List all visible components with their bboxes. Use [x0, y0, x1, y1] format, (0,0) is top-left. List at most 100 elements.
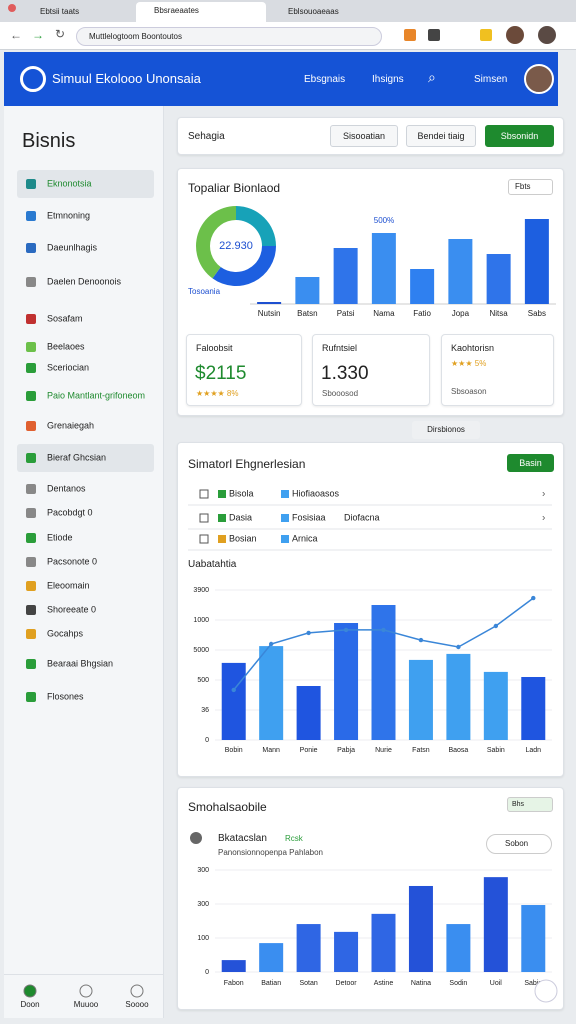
toolbar-button[interactable]: Sisooatian [330, 125, 398, 147]
nav-item-bg[interactable] [17, 444, 154, 472]
x-tick-label: Jopa [452, 309, 470, 318]
stat-title: Faloobsit [196, 343, 233, 353]
help-button[interactable] [534, 979, 558, 1003]
bar [483, 671, 508, 740]
tab[interactable]: Ebtsii taats [40, 7, 80, 16]
y-tick-label: 1000 [193, 617, 209, 624]
annotation: 500% [374, 216, 394, 225]
line-point [306, 630, 311, 636]
back-button[interactable]: ← [10, 28, 22, 42]
reload-button[interactable]: ↻ [55, 27, 66, 41]
nav-icon [26, 557, 36, 567]
y-tick-label: 0 [205, 737, 209, 744]
bottom-nav-label: Doon [20, 1000, 39, 1009]
url-field[interactable]: Muttlelogtoom Boontoutos [76, 27, 382, 46]
nav-item: Beelaoes [47, 341, 85, 351]
line-point [231, 687, 236, 693]
x-tick-label: Astine [374, 980, 394, 987]
line-point [381, 627, 386, 633]
bar [334, 931, 359, 972]
x-tick-label: Fatio [413, 309, 431, 318]
profile-avatar[interactable] [538, 26, 556, 44]
subtitle: Bkatacslan [218, 833, 267, 844]
row-text: Hiofiaoasos [292, 488, 340, 498]
nav-icon [26, 629, 36, 639]
nav-icon [26, 243, 36, 253]
legend-swatch [218, 490, 226, 498]
y-tick-label: 300 [197, 901, 209, 908]
stat-card: Faloobsit $2115 ★★★★ 8% [186, 334, 302, 406]
y-tick-label: 300 [197, 867, 209, 874]
bar [259, 646, 284, 740]
extension-icon[interactable] [404, 29, 416, 41]
nav-icon [26, 314, 36, 324]
forward-button[interactable]: → [32, 28, 44, 42]
bar [221, 960, 246, 972]
bar [221, 662, 246, 740]
profile-avatar[interactable] [506, 26, 524, 44]
toolbar-button[interactable]: Sbsonidn [485, 125, 554, 147]
toolbar-button[interactable]: Bendei tiaig [406, 125, 476, 147]
bar [486, 254, 511, 304]
bar [521, 677, 546, 740]
address-row: ← → ↻ Muttlelogtoom Boontoutos [0, 22, 576, 50]
toolbar: Sehagia Sisooatian Bendei tiaig Sbsonidn [177, 117, 564, 155]
bottom-nav-icon[interactable] [23, 984, 37, 998]
x-tick-label: Nama [373, 309, 395, 318]
tab[interactable]: Eblsouoaeaas [288, 7, 339, 16]
stat-value: ★★★ 5% [451, 359, 487, 368]
line-point [343, 627, 349, 633]
x-tick-label: Uoil [490, 980, 503, 987]
bar [259, 943, 284, 972]
dropdown[interactable]: Bhs [507, 797, 553, 812]
stat-note: Sbsoason [451, 387, 487, 396]
x-tick-label: Detoor [336, 980, 358, 987]
nav-link[interactable]: Ebsgnais [304, 74, 346, 85]
window-dot[interactable] [8, 4, 16, 12]
nav-item: Gocahps [47, 628, 84, 638]
search-button[interactable]: ⌕ [428, 69, 436, 85]
nav-item: Etmnoning [47, 210, 90, 220]
dropdown[interactable]: Fbts [508, 179, 553, 195]
caption: Panonsionnopenpa Pahlabon [218, 848, 323, 857]
bottom-nav [4, 974, 164, 1018]
x-tick-label: Sodin [449, 980, 467, 987]
select[interactable]: Sobon [486, 834, 552, 854]
nav-item: Daeunlhagis [47, 242, 98, 252]
x-tick-label: Sotan [299, 980, 317, 987]
tab[interactable]: Bbsraeaates [136, 2, 266, 22]
bottom-nav-icon[interactable] [79, 984, 93, 998]
logo[interactable] [20, 66, 46, 92]
nav-link[interactable]: Simsen [474, 74, 508, 85]
extension-icon[interactable] [480, 29, 492, 41]
nav-icon [26, 421, 36, 431]
user-avatar[interactable] [524, 64, 554, 94]
nav-item: Etiode [47, 532, 73, 542]
nav-icon [26, 508, 36, 518]
nav-icon [26, 342, 36, 352]
nav-icon [26, 484, 36, 494]
nav-icon [26, 277, 36, 287]
bar [446, 653, 471, 740]
nav-item: Sceriocian [47, 362, 89, 372]
x-tick-label: Ladn [525, 747, 541, 754]
y-tick-label: 36 [201, 707, 209, 714]
x-tick-label: Ponie [300, 747, 318, 754]
y-tick-label: 500 [197, 677, 209, 684]
y-tick-label: 3900 [193, 587, 209, 594]
bar [333, 248, 358, 304]
bottom-nav-label: Muuoo [74, 1000, 99, 1009]
nav-link[interactable]: Ihsigns [372, 74, 404, 85]
extension-icon[interactable] [428, 29, 440, 41]
y-tick-label: 100 [197, 935, 209, 942]
bottom-nav-icon[interactable] [130, 984, 144, 998]
legend-swatch [218, 514, 226, 522]
nav-item: Dentanos [47, 483, 86, 493]
card-button[interactable]: Basin [507, 454, 554, 472]
nav-item-bg[interactable] [17, 170, 154, 198]
legend-swatch [218, 535, 226, 543]
filter-chip[interactable]: Dirsbionos [412, 421, 480, 439]
card-title: Simatorl Ehgnerlesian [188, 457, 306, 471]
